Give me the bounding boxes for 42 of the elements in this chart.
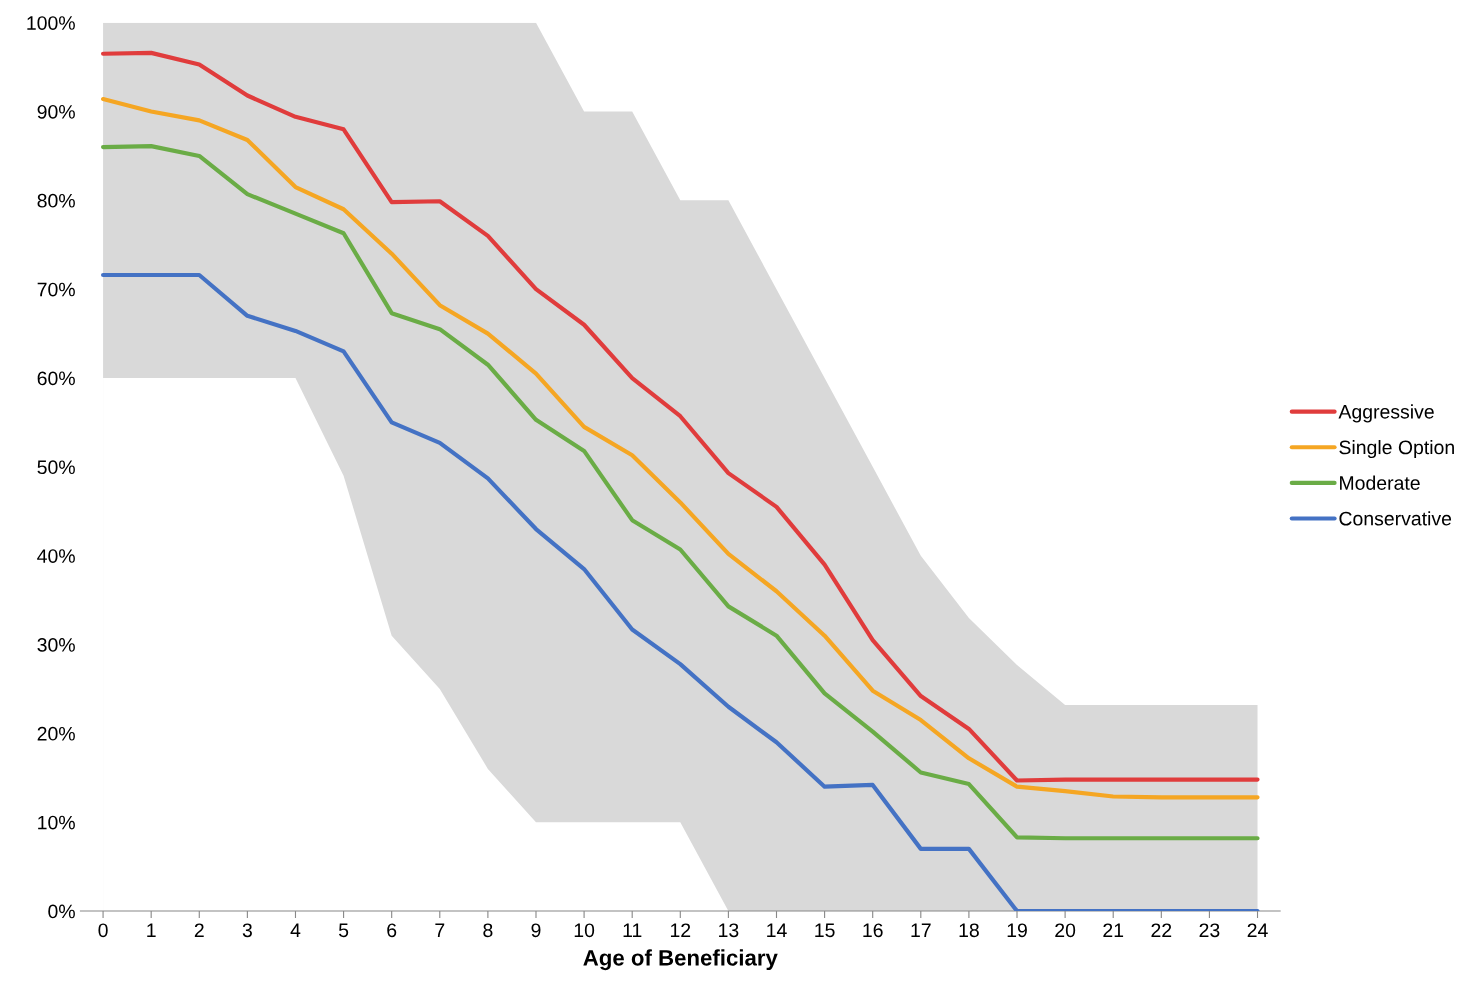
y-tick-label: 0% xyxy=(48,904,75,919)
y-tick-label: 80% xyxy=(37,193,75,208)
y-tick-label: 70% xyxy=(37,282,75,297)
y-tick-label: 30% xyxy=(37,638,75,652)
x-tick-label: 13 xyxy=(719,923,739,938)
x-tick-label: 2 xyxy=(194,923,204,937)
x-tick-label: 10 xyxy=(574,923,595,938)
x-tick-label: 20 xyxy=(1055,923,1076,938)
legend-label: Aggressive xyxy=(1338,404,1434,423)
x-tick-label: 7 xyxy=(435,923,445,937)
x-tick-label: 8 xyxy=(483,923,493,938)
x-tick-label: 17 xyxy=(911,923,931,937)
x-tick-label: 12 xyxy=(670,923,691,937)
y-tick-label: 10% xyxy=(38,815,75,830)
y-tick-label: 90% xyxy=(37,104,75,119)
x-tick-label: 3 xyxy=(242,923,252,938)
x-tick-label: 0 xyxy=(98,923,108,938)
legend-label: Single Option xyxy=(1339,440,1454,459)
y-tick-label: 50% xyxy=(37,460,75,475)
x-tick-label: 24 xyxy=(1247,923,1268,937)
x-tick-label: 6 xyxy=(387,923,397,938)
x-tick-label: 5 xyxy=(338,923,349,938)
x-tick-label: 16 xyxy=(863,923,883,938)
x-tick-label: 11 xyxy=(623,923,642,937)
x-tick-label: 4 xyxy=(290,923,301,937)
x-tick-label: 22 xyxy=(1151,923,1172,937)
x-tick-label: 23 xyxy=(1199,923,1220,938)
legend-label: Conservative xyxy=(1339,511,1452,526)
legend-label: Moderate xyxy=(1340,475,1420,490)
x-tick-label: 21 xyxy=(1103,923,1124,937)
x-tick-label: 15 xyxy=(815,923,835,938)
x-tick-label: 18 xyxy=(959,923,979,938)
x-tick-label: 19 xyxy=(1007,923,1027,938)
y-tick-label: 20% xyxy=(37,726,75,741)
line-series xyxy=(100,272,1260,912)
y-tick-label: 100% xyxy=(27,16,75,30)
x-tick-label: 9 xyxy=(531,923,541,938)
x-tick-label: 14 xyxy=(767,923,787,937)
x-axis-title: Age of Beneficiary xyxy=(583,949,778,971)
y-tick-label: 40% xyxy=(37,549,75,563)
x-tick-label: 1 xyxy=(147,923,156,937)
y-tick-label: 60% xyxy=(37,371,75,386)
